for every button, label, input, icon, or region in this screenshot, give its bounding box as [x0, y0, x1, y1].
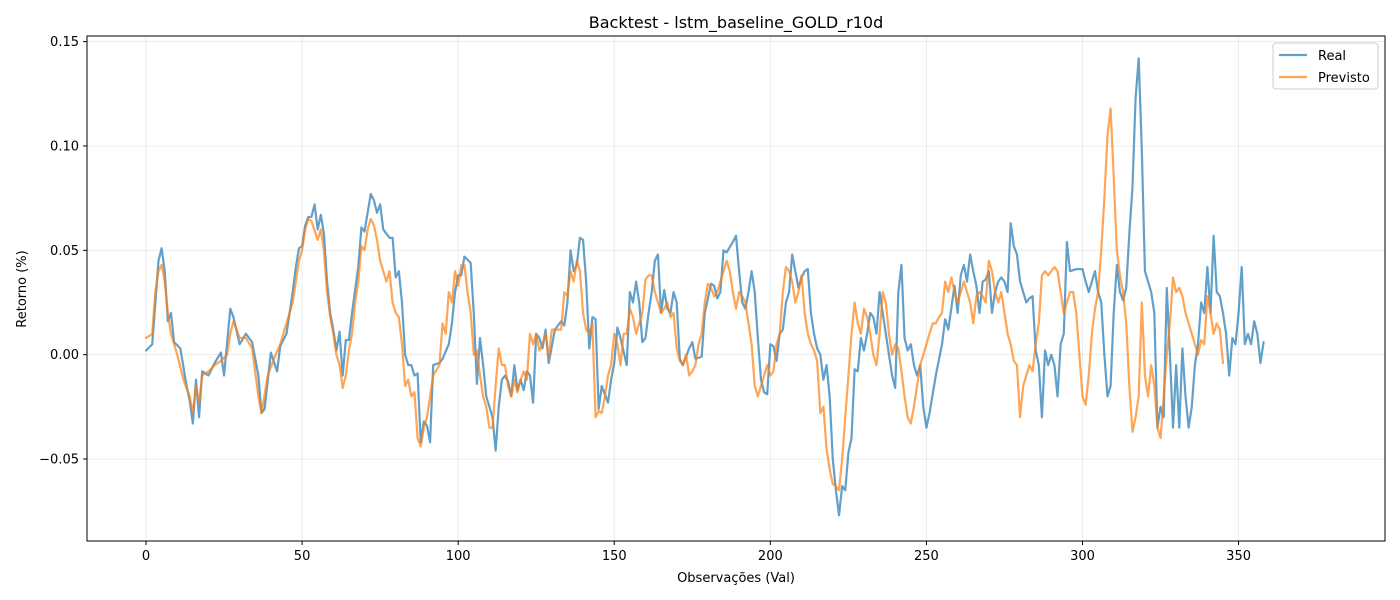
legend: Real Previsto	[1272, 42, 1379, 90]
y-tick-label: −0.05	[39, 452, 79, 467]
x-tick-label: 0	[142, 549, 150, 564]
x-tick-label: 100	[446, 549, 471, 564]
x-tick-label: 350	[1226, 549, 1251, 564]
x-tick-label: 200	[758, 549, 783, 564]
y-tick-label: 0.10	[50, 139, 79, 154]
x-axis-label: Observações (Val)	[677, 571, 795, 586]
legend-label-previsto: Previsto	[1318, 71, 1370, 86]
y-tick-label: 0.05	[50, 244, 79, 259]
series-line-previsto	[144, 107, 1225, 492]
x-tick-label: 300	[1070, 549, 1095, 564]
x-tick-label: 250	[914, 549, 939, 564]
y-tick-label: 0.15	[50, 35, 79, 50]
legend-label-real: Real	[1318, 49, 1346, 64]
series-layer	[144, 57, 1265, 517]
plot-frame	[86, 35, 1386, 542]
x-tick-label: 50	[294, 549, 311, 564]
chart-title: Backtest - lstm_baseline_GOLD_r10d	[589, 13, 884, 33]
x-tick-label: 150	[602, 549, 627, 564]
grid	[87, 36, 1385, 541]
y-axis-ticks: −0.05 0.00 0.05 0.10 0.15	[39, 35, 87, 467]
y-axis-label: Retorno (%)	[15, 250, 30, 327]
x-axis-ticks: 0 50 100 150 200 250 300 350	[142, 541, 1251, 564]
series-line-real	[144, 57, 1265, 517]
y-tick-label: 0.00	[50, 348, 79, 363]
